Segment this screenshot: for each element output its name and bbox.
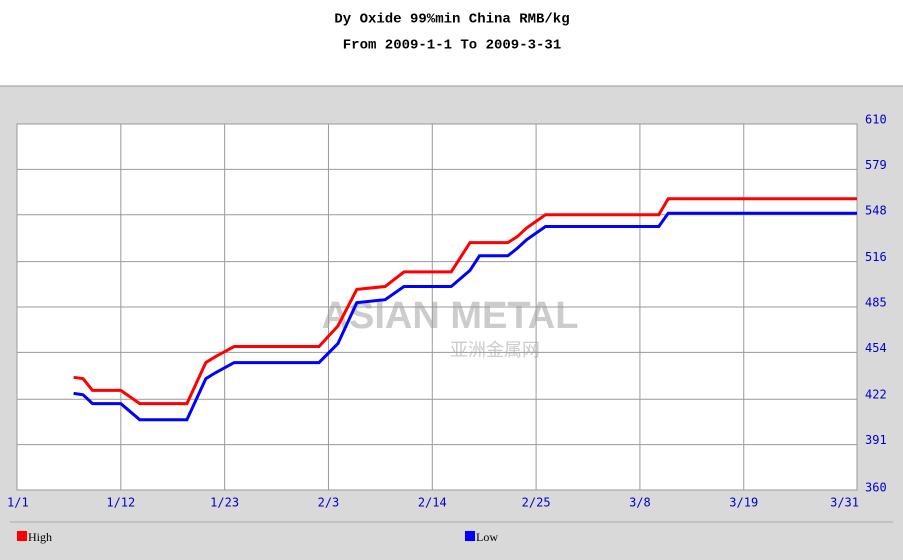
y-tick-label: 360 (865, 481, 887, 495)
legend-label: Low (476, 530, 498, 544)
y-tick-label: 610 (865, 113, 887, 127)
x-tick-label: 2/25 (522, 496, 551, 510)
x-tick-label: 2/14 (418, 496, 447, 510)
chart-subtitle: From 2009-1-1 To 2009-3-31 (343, 38, 561, 54)
y-tick-label: 516 (865, 250, 887, 264)
legend-label: High (28, 530, 52, 544)
legend-swatch (17, 531, 27, 541)
x-tick-label: 3/31 (830, 496, 859, 510)
watermark-sub: 亚洲金属网 (450, 340, 540, 361)
y-tick-label: 454 (865, 341, 887, 355)
x-tick-label: 1/1 (7, 496, 29, 510)
y-tick-label: 485 (865, 296, 887, 310)
y-tick-label: 391 (865, 433, 887, 447)
chart-title: Dy Oxide 99%min China RMB/kg (334, 12, 569, 28)
x-tick-label: 3/19 (729, 496, 758, 510)
x-tick-label: 1/12 (106, 496, 135, 510)
line-series (73, 197, 857, 406)
x-tick-label: 2/3 (318, 496, 340, 510)
y-tick-label: 548 (865, 203, 887, 217)
x-tick-label: 3/8 (629, 496, 651, 510)
legend-swatch (465, 531, 475, 541)
y-tick-label: 579 (865, 158, 887, 172)
y-tick-label: 422 (865, 388, 887, 402)
line-series (73, 211, 857, 422)
x-tick-label: 1/23 (210, 496, 239, 510)
